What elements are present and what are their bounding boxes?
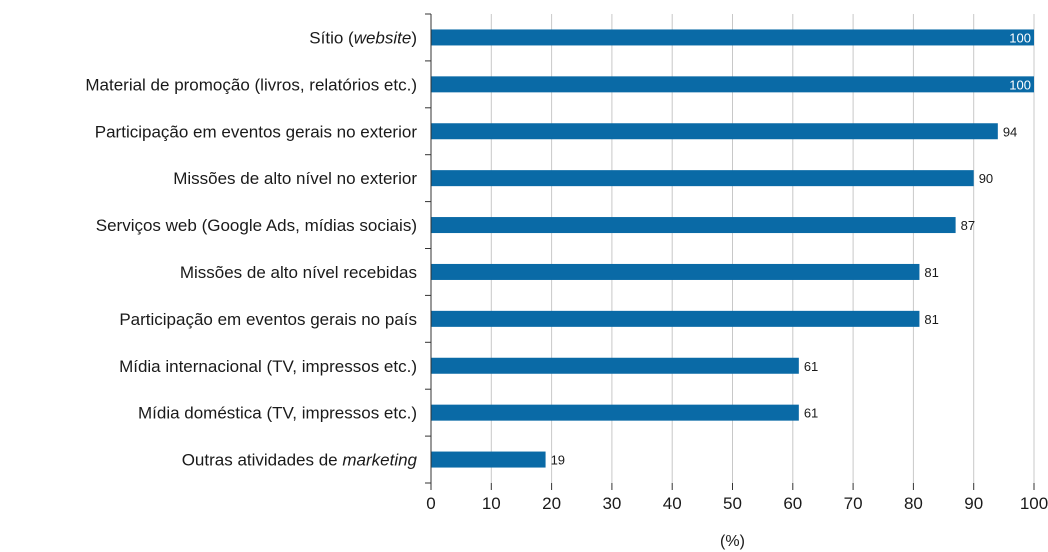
bar [431, 217, 956, 234]
data-label: 87 [961, 218, 975, 233]
axes: 0 10 20 30 40 50 60 70 80 90 100 [425, 13, 1048, 513]
data-label: 19 [551, 453, 565, 468]
x-tick-label: 0 [426, 494, 435, 513]
category-label: Participação em eventos gerais no país [119, 310, 417, 329]
x-axis-title: (%) [720, 533, 745, 550]
bar [431, 404, 799, 421]
bar [431, 29, 1034, 46]
data-label: 81 [924, 265, 938, 280]
x-tick-label: 10 [482, 494, 501, 513]
x-tick-label: 80 [904, 494, 923, 513]
data-label: 61 [804, 359, 818, 374]
x-tick-label: 30 [602, 494, 621, 513]
category-label: Missões de alto nível no exterior [173, 169, 417, 188]
data-label: 81 [924, 312, 938, 327]
x-tick-label: 60 [783, 494, 802, 513]
x-tick-label: 50 [723, 494, 742, 513]
data-label: 100 [1009, 77, 1031, 92]
data-label: 100 [1009, 30, 1031, 45]
data-label: 61 [804, 406, 818, 421]
x-tick-label: 70 [844, 494, 863, 513]
category-label: Mídia doméstica (TV, impressos etc.) [138, 404, 417, 423]
category-labels: Sítio (website) Material de promoção (liv… [85, 28, 417, 469]
data-label: 94 [1003, 124, 1017, 139]
category-label: Serviços web (Google Ads, mídias sociais… [96, 216, 417, 235]
bar [431, 310, 920, 327]
category-label: Participação em eventos gerais no exteri… [95, 122, 418, 141]
category-label: Sítio (website) [309, 28, 417, 47]
data-label: 90 [979, 171, 993, 186]
x-tick-label: 20 [542, 494, 561, 513]
bar [431, 123, 998, 140]
x-tick-label: 40 [663, 494, 682, 513]
bar [431, 263, 920, 280]
bar [431, 76, 1034, 93]
bar [431, 451, 546, 468]
bars: 100 100 94 90 87 81 81 61 61 19 [431, 29, 1034, 468]
x-tick-label: 90 [964, 494, 983, 513]
bar [431, 170, 974, 187]
category-label: Material de promoção (livros, relatórios… [85, 75, 417, 94]
category-label: Missões de alto nível recebidas [180, 263, 417, 282]
x-tick-label: 100 [1020, 494, 1048, 513]
category-label: Outras atividades de marketing [182, 451, 418, 470]
category-label: Mídia internacional (TV, impressos etc.) [119, 357, 417, 376]
bar [431, 357, 799, 374]
